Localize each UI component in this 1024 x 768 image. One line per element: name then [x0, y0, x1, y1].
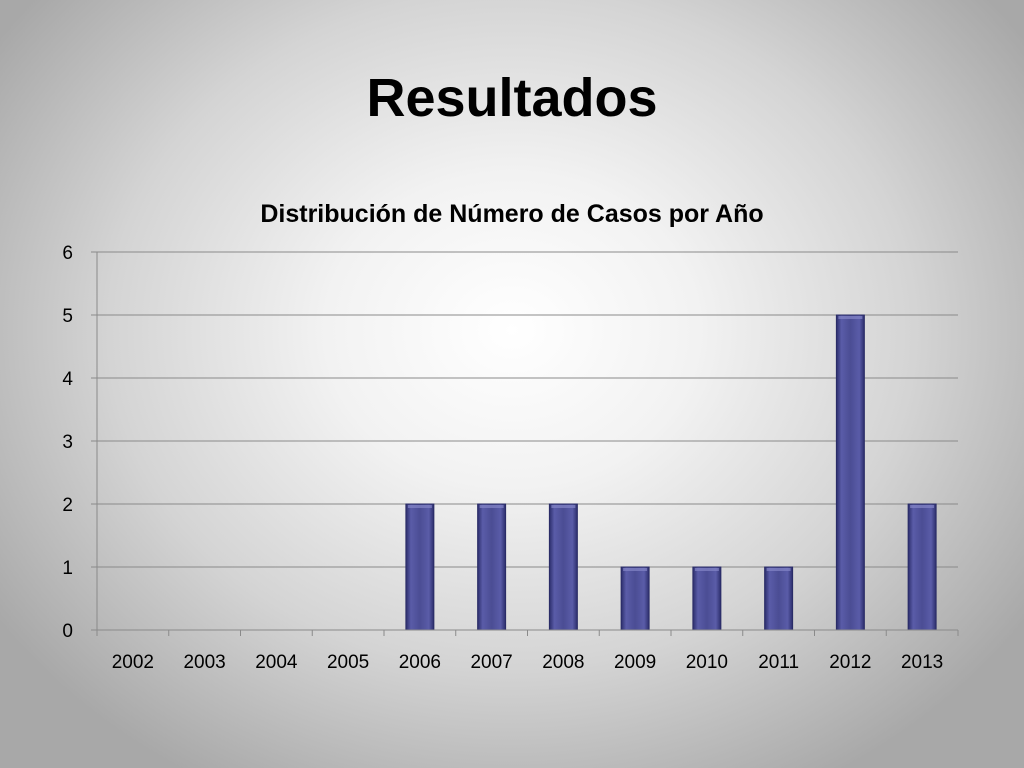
- bar-2012: [835, 314, 865, 631]
- y-tick-label: 1: [62, 558, 73, 579]
- bar-highlight: [838, 316, 863, 319]
- bar-2011: [764, 566, 794, 631]
- x-tick-label: 2006: [399, 652, 441, 673]
- bar-2013: [907, 503, 937, 631]
- x-tick-label: 2011: [758, 652, 799, 673]
- axes: 0 1 2 3 4 5 6 2002 2003 2004 2005 2006 2007 2008 2009 2…: [62, 243, 959, 673]
- bar-highlight: [551, 505, 576, 508]
- bar-2008: [548, 503, 578, 631]
- y-tick-label: 4: [62, 369, 73, 390]
- bar-2009: [620, 566, 650, 631]
- x-tick-label: 2008: [542, 652, 584, 673]
- x-tick-label: 2005: [327, 652, 369, 673]
- chart-title: Distribución de Número de Casos por Año: [260, 200, 763, 228]
- x-tick-label: 2010: [686, 652, 728, 673]
- slide-title: Resultados: [366, 68, 658, 128]
- bar-highlight: [407, 505, 432, 508]
- y-tick-label: 2: [62, 495, 73, 516]
- gridlines: [97, 251, 958, 568]
- y-tick-label: 6: [62, 243, 73, 264]
- bar-highlight: [623, 568, 648, 571]
- bars: [405, 314, 937, 631]
- x-tick-label: 2007: [470, 652, 512, 673]
- y-tick-label: 3: [62, 432, 73, 453]
- x-tick-label: 2004: [255, 652, 298, 673]
- y-tick-label: 0: [62, 621, 73, 642]
- x-tick-label: 2003: [183, 652, 225, 673]
- bar-2010: [692, 566, 722, 631]
- x-tick-label: 2013: [901, 652, 943, 673]
- x-tick-label: 2009: [614, 652, 656, 673]
- bar-highlight: [766, 568, 791, 571]
- bar-highlight: [694, 568, 719, 571]
- bar-highlight: [479, 505, 504, 508]
- bar-2007: [477, 503, 507, 631]
- x-tick-label: 2012: [829, 652, 871, 673]
- bar-2006: [405, 503, 435, 631]
- x-tick-label: 2002: [112, 652, 154, 673]
- y-tick-label: 5: [62, 306, 73, 327]
- bar-highlight: [910, 505, 935, 508]
